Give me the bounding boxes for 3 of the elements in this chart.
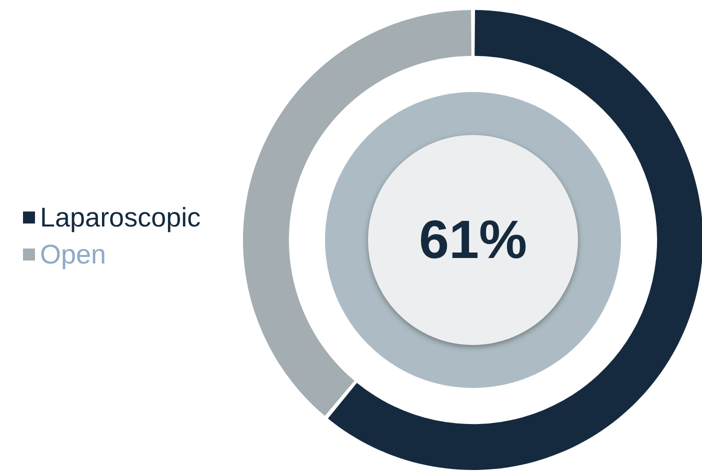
text: 61% — [418, 209, 528, 272]
legend-label: Open — [40, 240, 106, 270]
legend-label: Laparoscopic — [40, 202, 201, 232]
